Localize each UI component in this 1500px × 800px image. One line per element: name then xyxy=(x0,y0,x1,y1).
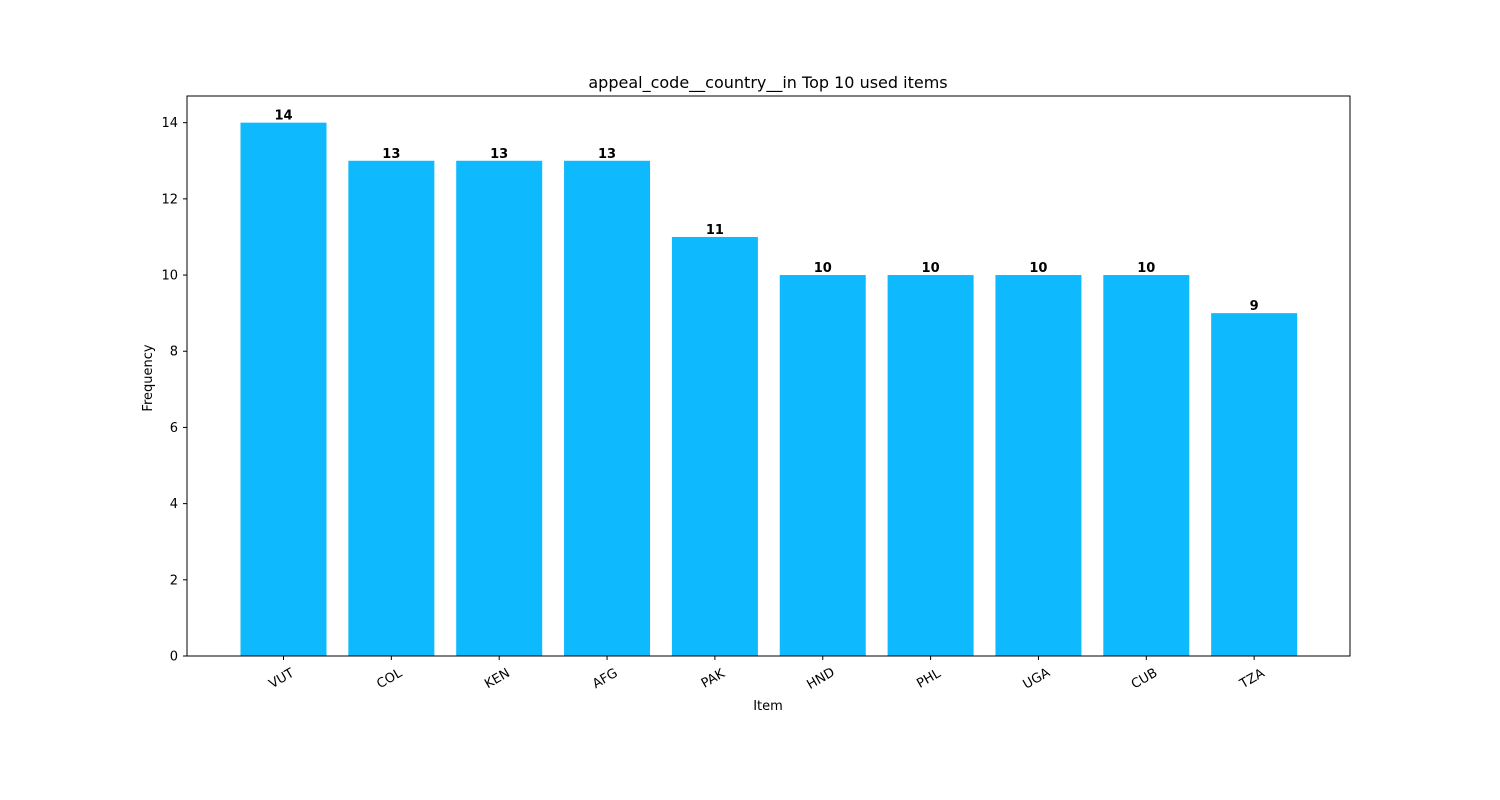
data-label-phl: 10 xyxy=(922,261,940,276)
bar-pak xyxy=(671,236,758,656)
y-tick-label-2: 2 xyxy=(170,573,178,588)
bars-layer xyxy=(240,122,1298,656)
x-tick-label-phl: PHL xyxy=(914,666,944,692)
x-tick-label-pak: PAK xyxy=(699,666,728,691)
x-axis: VUT COL KEN AFG PAK HND PHL UGA CUB TZA xyxy=(267,656,1268,693)
bar-hnd xyxy=(779,275,866,656)
x-tick-label-ken: KEN xyxy=(482,666,512,692)
data-label-afg: 13 xyxy=(598,147,616,162)
bar-afg xyxy=(564,160,651,656)
x-tick-label-uga: UGA xyxy=(1021,665,1053,692)
x-tick-label-tza: TZA xyxy=(1237,666,1268,692)
x-axis-label: Item xyxy=(753,699,783,714)
data-label-vut: 14 xyxy=(274,109,292,124)
chart-title: appeal_code__country__in Top 10 used ite… xyxy=(588,73,947,93)
y-tick-label-12: 12 xyxy=(161,192,178,207)
data-labels-layer: 14 13 13 13 11 10 10 10 10 9 xyxy=(274,109,1258,314)
y-tick-label-4: 4 xyxy=(170,497,178,512)
data-label-hnd: 10 xyxy=(814,261,832,276)
bar-phl xyxy=(887,275,974,656)
x-tick-label-vut: VUT xyxy=(267,666,297,692)
data-label-uga: 10 xyxy=(1029,261,1047,276)
x-tick-label-col: COL xyxy=(374,665,405,692)
y-tick-label-0: 0 xyxy=(170,650,178,665)
bar-cub xyxy=(1103,275,1190,656)
data-label-col: 13 xyxy=(382,147,400,162)
y-tick-label-14: 14 xyxy=(161,116,178,131)
y-axis: 0 2 4 6 8 10 12 14 xyxy=(161,116,187,665)
x-tick-label-hnd: HND xyxy=(804,665,837,693)
bar-ken xyxy=(456,160,543,656)
data-label-tza: 9 xyxy=(1250,299,1259,314)
bar-vut xyxy=(240,122,327,656)
data-label-ken: 13 xyxy=(490,147,508,162)
plot-frame xyxy=(186,95,1351,657)
bar-col xyxy=(348,160,435,656)
data-label-cub: 10 xyxy=(1137,261,1155,276)
x-tick-label-cub: CUB xyxy=(1129,666,1160,693)
y-tick-label-10: 10 xyxy=(161,269,178,284)
data-label-pak: 11 xyxy=(706,223,724,238)
x-tick-label-afg: AFG xyxy=(590,666,620,692)
bar-tza xyxy=(1211,313,1298,656)
y-axis-label: Frequency xyxy=(141,344,156,411)
y-tick-label-6: 6 xyxy=(170,421,178,436)
bar-uga xyxy=(995,275,1082,656)
y-tick-label-8: 8 xyxy=(170,345,178,360)
